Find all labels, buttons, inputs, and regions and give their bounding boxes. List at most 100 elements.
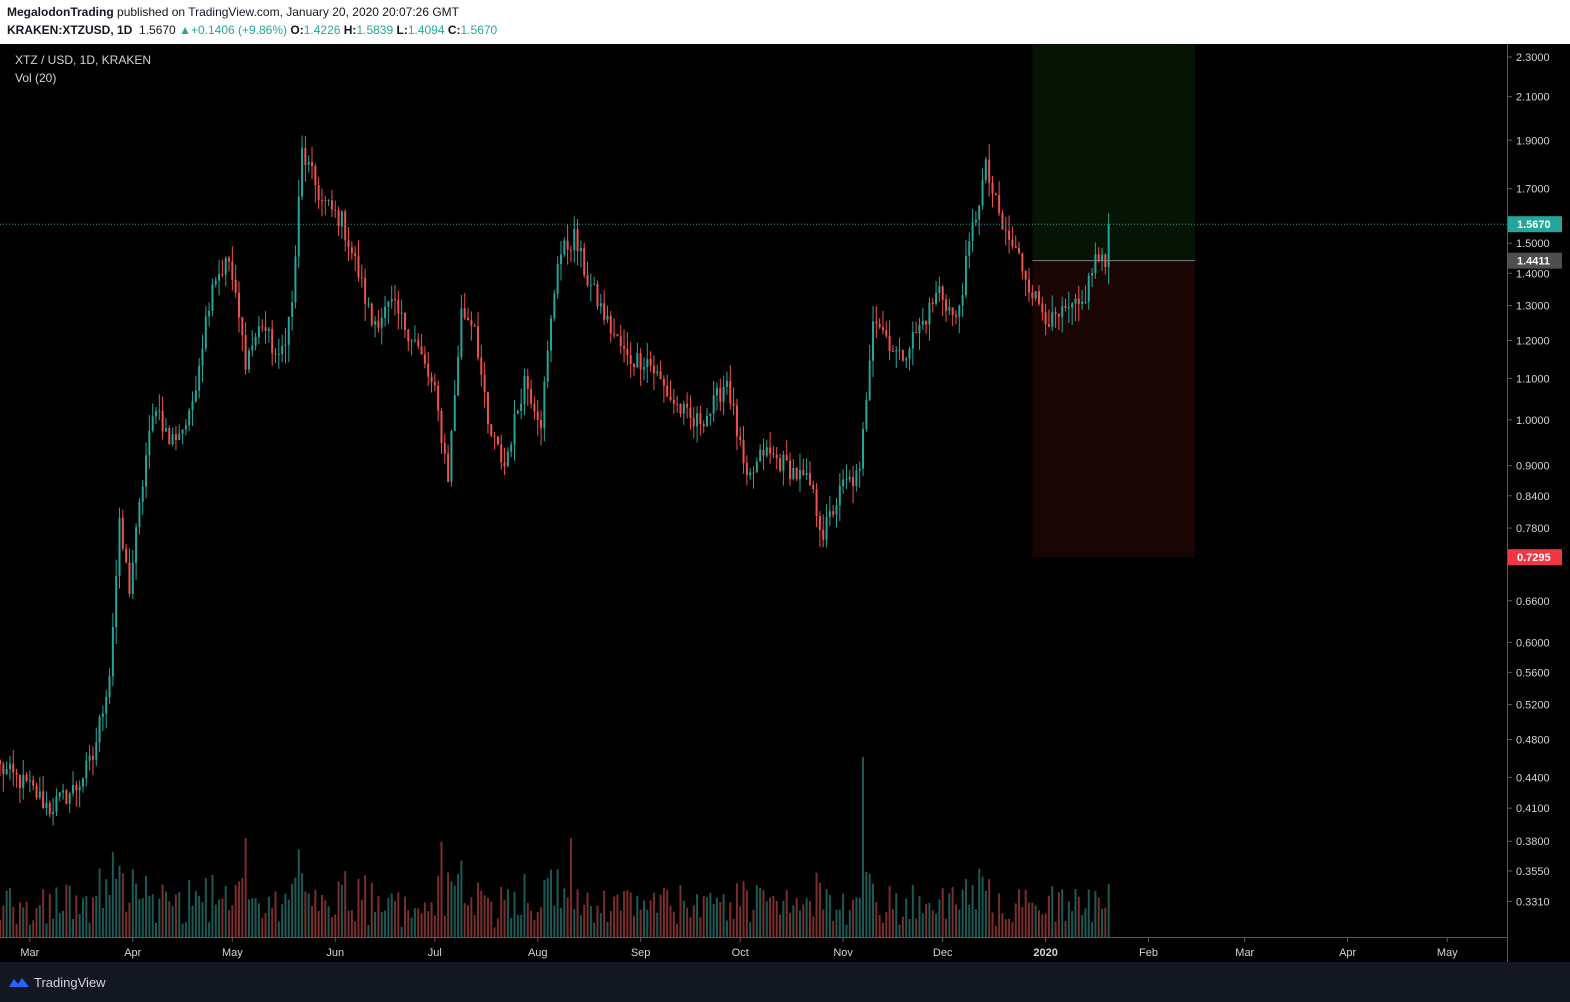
price-chart[interactable]: 2.3000 2.1000 1.9000 1.7000 1.5000 1.4000 1.30… xyxy=(0,44,1570,962)
candle-body xyxy=(138,501,141,528)
volume-bar xyxy=(672,911,675,937)
candle xyxy=(2,761,5,792)
candle-body xyxy=(619,335,622,347)
candle-body xyxy=(35,785,38,798)
candle-body xyxy=(835,505,838,515)
price-axis[interactable]: 2.3000 2.1000 1.9000 1.7000 1.5000 1.4000 1.30… xyxy=(1507,52,1550,908)
tradingview-logo-icon[interactable] xyxy=(8,976,30,988)
time-axis[interactable]: Mar Apr May Jun Jul Aug Sep Oct Nov Dec 2020 Feb Mar… xyxy=(20,937,1458,959)
candle xyxy=(629,342,632,378)
candle-body xyxy=(480,357,483,375)
volume-bar xyxy=(1047,895,1050,937)
volume-bar xyxy=(493,927,496,937)
candle-body xyxy=(852,477,855,487)
volume-bar xyxy=(1011,922,1014,937)
volume-bar xyxy=(460,860,463,937)
price-tick-label: 1.9000 xyxy=(1516,135,1550,147)
candle-body xyxy=(752,472,755,474)
candle-body xyxy=(433,382,436,386)
candle xyxy=(573,216,576,263)
volume-bar xyxy=(533,920,536,937)
candle-body xyxy=(802,470,805,475)
candle-body xyxy=(228,258,231,262)
time-tick-label: 2020 xyxy=(1033,947,1057,959)
volume-bar xyxy=(779,914,782,937)
candle-body xyxy=(785,454,788,461)
candle-body xyxy=(18,774,21,788)
candle-body xyxy=(387,301,390,307)
candle xyxy=(659,360,662,380)
volume-bar xyxy=(1034,905,1037,937)
candle-body xyxy=(878,323,881,328)
volume-bar xyxy=(267,896,270,937)
candle xyxy=(725,371,728,395)
volume-bar xyxy=(636,895,639,937)
volume-bar xyxy=(294,877,297,937)
candle-body xyxy=(513,413,516,445)
candle xyxy=(971,209,974,253)
candle xyxy=(101,705,104,732)
volume-bar xyxy=(872,883,874,937)
candle xyxy=(765,439,768,458)
candle xyxy=(496,436,499,446)
volume-bar xyxy=(1067,901,1070,937)
long-position-tool[interactable] xyxy=(1032,44,1195,558)
candle-body xyxy=(523,375,526,404)
volume-bar xyxy=(596,905,599,937)
volume-bar xyxy=(974,909,977,937)
volume-bar xyxy=(1077,896,1080,937)
candle-body xyxy=(463,308,466,319)
candle xyxy=(22,759,25,800)
author-name[interactable]: MegalodonTrading xyxy=(7,5,114,19)
candle-body xyxy=(974,219,977,223)
candle xyxy=(184,419,187,436)
candle xyxy=(128,548,131,597)
volume-bar xyxy=(450,881,453,937)
tradingview-brand[interactable]: TradingView xyxy=(34,975,106,990)
candle xyxy=(155,406,158,424)
candle-body xyxy=(78,786,81,791)
volume-bar xyxy=(729,902,732,937)
candle-body xyxy=(105,696,108,714)
volume-bar xyxy=(221,898,224,937)
candle xyxy=(689,395,692,430)
candle-body xyxy=(1024,270,1027,280)
candle xyxy=(400,299,403,330)
candle-body xyxy=(314,166,317,186)
candle-body xyxy=(755,461,758,473)
volume-bar xyxy=(463,903,466,937)
volume-bar xyxy=(384,910,387,937)
candle-body xyxy=(145,455,148,487)
candle-body xyxy=(1014,246,1017,248)
candle-body xyxy=(307,162,310,165)
candle-body xyxy=(1094,254,1097,274)
candle xyxy=(550,314,553,363)
candle xyxy=(437,380,440,422)
volume-bar xyxy=(427,911,430,937)
volume-bar xyxy=(503,900,506,937)
volume-bar xyxy=(1074,889,1077,937)
candle xyxy=(755,457,758,473)
candle xyxy=(174,426,177,451)
candle-body xyxy=(613,333,616,335)
candle-body xyxy=(775,454,778,459)
candle xyxy=(141,479,144,515)
candle xyxy=(384,295,387,327)
volume-bar xyxy=(526,903,529,937)
time-tick-label: Apr xyxy=(124,947,141,959)
candle-body xyxy=(712,395,715,414)
candle-body xyxy=(1057,314,1060,317)
candle-body xyxy=(1051,312,1054,327)
candlesticks[interactable] xyxy=(0,135,1110,826)
price-tick-label: 0.9000 xyxy=(1516,461,1550,473)
volume-bar xyxy=(25,901,28,937)
volume-bar xyxy=(62,910,65,937)
candle xyxy=(181,429,184,445)
volume-bar xyxy=(656,912,659,937)
volume-bar xyxy=(908,919,911,937)
candle xyxy=(599,294,602,314)
candle xyxy=(682,400,685,425)
candle xyxy=(91,746,94,776)
volume-bars xyxy=(0,757,1110,937)
candle-body xyxy=(669,396,672,401)
